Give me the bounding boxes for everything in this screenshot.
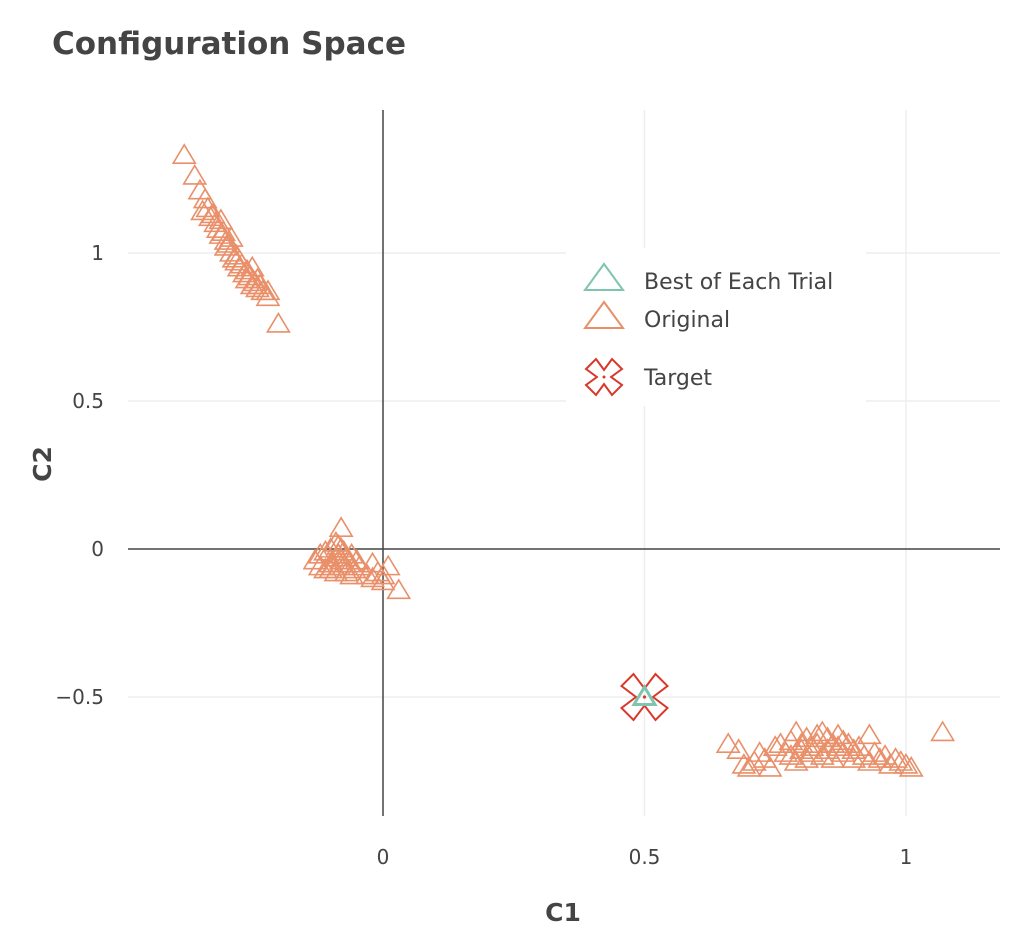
original-point[interactable] — [877, 753, 903, 774]
original-point[interactable] — [825, 735, 851, 756]
original-point[interactable] — [320, 554, 346, 576]
original-point[interactable] — [224, 249, 249, 271]
legend-target-marker[interactable] — [584, 357, 624, 397]
original-point[interactable] — [333, 560, 359, 582]
original-point[interactable] — [883, 747, 908, 768]
original-point[interactable] — [255, 279, 281, 301]
original-point[interactable] — [339, 563, 365, 585]
x-tick-label: 0.5 — [629, 845, 661, 869]
original-point[interactable] — [804, 732, 830, 754]
original-point[interactable] — [731, 753, 757, 774]
original-point[interactable] — [836, 732, 861, 754]
original-point[interactable] — [825, 723, 851, 745]
original-point[interactable] — [747, 741, 772, 762]
legend-best-label[interactable]: Best of Each Trial — [644, 270, 833, 295]
original-point[interactable] — [216, 232, 242, 253]
original-point[interactable] — [234, 258, 260, 280]
original-point[interactable] — [893, 753, 919, 774]
original-point[interactable] — [715, 732, 741, 754]
original-point[interactable] — [239, 255, 265, 277]
original-point[interactable] — [930, 720, 956, 742]
target-marker-dot — [642, 695, 647, 699]
y-tick-label: 0.5 — [72, 389, 104, 413]
original-point[interactable] — [888, 750, 914, 771]
x-tick-label: 1 — [900, 845, 913, 869]
original-point[interactable] — [331, 539, 357, 561]
original-point[interactable] — [328, 516, 354, 537]
original-point[interactable] — [794, 747, 820, 768]
data-points — [171, 143, 956, 777]
original-point[interactable] — [830, 729, 856, 751]
original-point[interactable] — [208, 208, 234, 230]
original-point[interactable] — [820, 747, 846, 768]
original-point[interactable] — [245, 267, 270, 289]
legend: Best of Each Trial Original Target — [566, 248, 866, 406]
original-point[interactable] — [762, 735, 788, 756]
legend-target-label[interactable]: Target — [643, 366, 712, 391]
original-point[interactable] — [867, 747, 893, 768]
best-trial-point[interactable] — [631, 684, 658, 706]
original-point[interactable] — [218, 226, 244, 247]
original-point[interactable] — [354, 563, 380, 585]
original-point[interactable] — [386, 578, 412, 600]
original-point[interactable] — [360, 566, 385, 588]
legend-best-marker[interactable] — [583, 262, 625, 291]
original-point[interactable] — [841, 738, 867, 759]
original-point[interactable] — [375, 554, 401, 576]
tick-labels: 0 0.5 1 −0.5 0 0.5 1 — [55, 241, 912, 869]
grid-lines — [128, 110, 1000, 816]
original-point[interactable] — [804, 723, 830, 745]
original-point[interactable] — [171, 143, 197, 164]
original-point[interactable] — [898, 755, 924, 777]
original-point[interactable] — [203, 211, 229, 233]
original-point[interactable] — [757, 755, 783, 777]
original-point[interactable] — [255, 285, 281, 307]
original-point[interactable] — [862, 741, 888, 762]
original-point[interactable] — [783, 720, 809, 742]
original-point[interactable] — [851, 744, 877, 765]
x-tick-label: 0 — [377, 845, 390, 869]
original-point[interactable] — [192, 187, 218, 209]
chart-title: Configuration Space — [52, 26, 406, 62]
original-point[interactable] — [307, 542, 333, 564]
zero-lines — [128, 110, 1000, 816]
y-tick-label: 1 — [91, 241, 104, 265]
y-axis-title: C2 — [28, 446, 57, 482]
legend-original-marker[interactable] — [583, 300, 625, 329]
original-point[interactable] — [841, 747, 867, 768]
y-tick-label: 0 — [91, 537, 104, 561]
x-axis-title: C1 — [545, 898, 581, 927]
original-point[interactable] — [809, 720, 835, 742]
y-tick-label: −0.5 — [55, 685, 104, 709]
legend-original-label[interactable]: Original — [644, 308, 730, 333]
original-point[interactable] — [726, 738, 752, 759]
original-point[interactable] — [815, 726, 840, 748]
legend-target-shape — [584, 357, 624, 397]
original-point[interactable] — [182, 163, 208, 185]
original-point[interactable] — [370, 569, 396, 591]
original-point[interactable] — [856, 723, 882, 745]
original-point[interactable] — [265, 311, 291, 333]
original-point[interactable] — [302, 548, 328, 570]
original-point[interactable] — [187, 178, 213, 200]
legend-target-dot — [602, 375, 606, 379]
original-point[interactable] — [229, 252, 255, 274]
original-point[interactable] — [778, 744, 804, 765]
original-point[interactable] — [195, 196, 221, 218]
